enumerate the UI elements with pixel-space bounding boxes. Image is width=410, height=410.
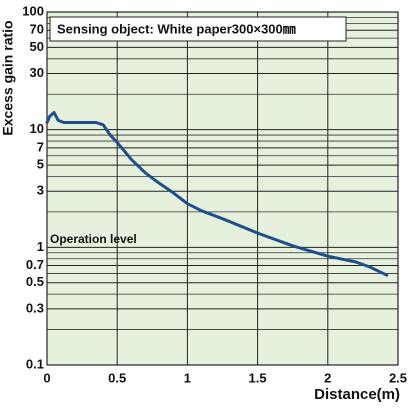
chart-title: Sensing object: White paper300×300㎜ [57,21,296,36]
y-tick-label: 50 [30,39,44,54]
y-tick-label: 0.5 [26,274,44,289]
y-tick-label: 100 [22,3,44,18]
y-tick-label: 0.1 [26,356,44,371]
x-tick-label: 2 [324,370,331,385]
y-tick-label: 0.7 [26,257,44,272]
y-tick-label: 70 [30,22,44,37]
x-tick-label: 1 [184,370,191,385]
y-tick-label: 3 [37,183,44,198]
data-line [45,111,389,277]
y-tick-label: 0.3 [26,300,44,315]
x-tick-label: 0 [43,370,50,385]
x-tick-label: 2.5 [389,370,407,385]
x-tick-label: 0.5 [108,370,126,385]
title-box [49,16,347,42]
x-tick-label: 1.5 [249,370,267,385]
annotation: Operation level [50,232,137,246]
y-tick-label: 5 [37,157,44,172]
plot-area [47,12,398,365]
x-axis-title: Distance(m) [314,386,400,403]
plot-frame [46,11,399,366]
y-tick-label: 1 [37,239,44,254]
y-axis-title: Excess gain ratio [0,20,16,135]
y-tick-label: 7 [37,139,44,154]
y-tick-label: 10 [30,121,44,136]
y-tick-label: 30 [30,65,44,80]
